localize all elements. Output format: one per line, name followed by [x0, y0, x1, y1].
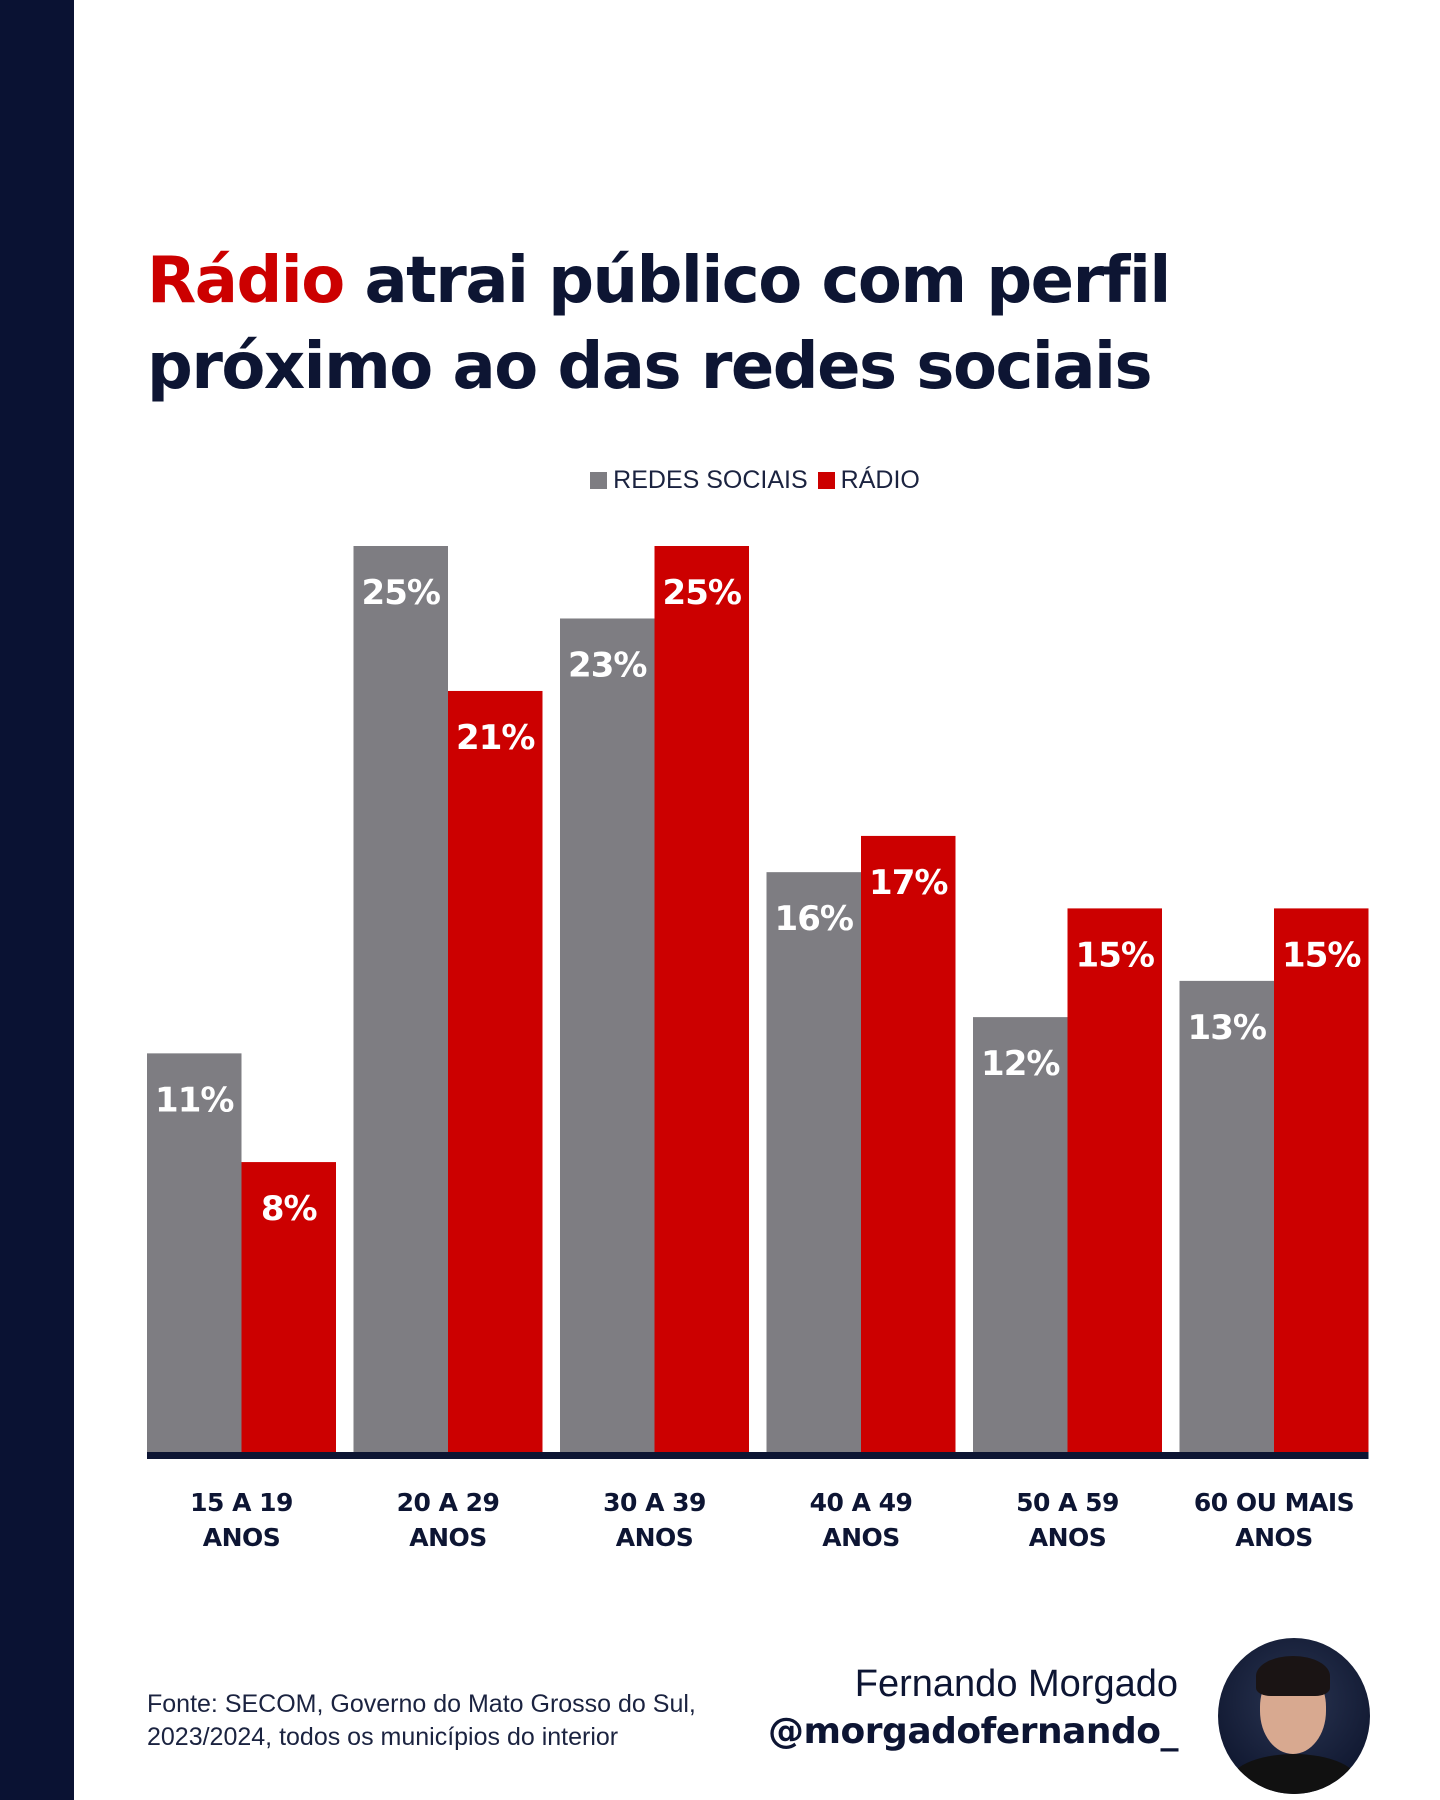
bar-chart: 11% 8% 15 A 19 ANOS 25% 21% 20 A 29 ANOS 23% 25% 3…: [147, 546, 1369, 1552]
title-line1: atrai público com perfil: [343, 244, 1171, 318]
category-label: ANOS: [822, 1523, 900, 1552]
chart-title: Rádio atrai público com perfil próximo a…: [147, 238, 1171, 410]
bar-radio: [654, 546, 749, 1452]
legend-swatch-red: [817, 472, 835, 489]
title-line2: próximo ao das redes sociais: [147, 330, 1153, 404]
bar-radio: [1274, 908, 1369, 1452]
x-axis-baseline: [147, 1452, 1369, 1459]
bar-radio: [1067, 908, 1162, 1452]
bar-radio: [448, 690, 543, 1452]
avatar-hair: [1256, 1656, 1330, 1696]
bar-value-label: 11%: [155, 1080, 233, 1120]
bar-value-label: 25%: [362, 573, 440, 613]
category-label: ANOS: [1235, 1523, 1313, 1552]
bar-value-label: 23%: [568, 645, 646, 685]
category-label: ANOS: [409, 1523, 487, 1552]
category-label: ANOS: [616, 1523, 694, 1552]
category-label: 20 A 29: [397, 1488, 500, 1517]
bar-value-label: 15%: [1076, 935, 1154, 975]
bar-value-label: 25%: [663, 573, 741, 613]
bar-radio: [241, 1162, 336, 1452]
author-handle: @morgadofernando_: [768, 1711, 1178, 1752]
category-label: 60 OU MAIS: [1194, 1488, 1354, 1517]
legend-label: REDES SOCIAIS: [613, 466, 808, 494]
category-label: 40 A 49: [810, 1488, 913, 1517]
category-label: ANOS: [203, 1523, 281, 1552]
legend: REDES SOCIAIS RÁDIO: [0, 466, 1440, 495]
bar-redes-sociais: [1179, 980, 1274, 1452]
source-line-2: 2023/2024, todos os municípios do interi…: [147, 1723, 619, 1751]
bar-redes-sociais: [973, 1017, 1068, 1452]
category-label: 30 A 39: [603, 1488, 706, 1517]
bar-value-label: 13%: [1188, 1008, 1266, 1048]
category-label: ANOS: [1029, 1523, 1107, 1552]
bar-radio: [861, 835, 956, 1452]
title-highlight: Rádio: [147, 244, 345, 318]
category-label: 15 A 19: [190, 1488, 293, 1517]
bar-value-label: 21%: [456, 718, 534, 758]
author-name: Fernando Morgado: [854, 1663, 1178, 1705]
bar-value-label: 15%: [1282, 935, 1360, 975]
bar-redes-sociais: [353, 546, 448, 1452]
legend-label: RÁDIO: [840, 466, 920, 494]
author-block: Fernando Morgado @morgadofernando_: [768, 1660, 1178, 1756]
legend-swatch-gray: [590, 472, 608, 489]
source-line-1: Fonte: SECOM, Governo do Mato Grosso do …: [147, 1690, 696, 1718]
bar-value-label: 8%: [261, 1189, 317, 1229]
bar-value-label: 12%: [981, 1044, 1059, 1084]
avatar-body: [1228, 1754, 1360, 1794]
bar-redes-sociais: [147, 1053, 242, 1452]
bar-redes-sociais: [766, 872, 861, 1452]
sidebar-stripe: [0, 0, 74, 1800]
legend-item-redes: REDES SOCIAIS: [590, 466, 808, 495]
category-label: 50 A 59: [1016, 1488, 1119, 1517]
bar-value-label: 17%: [869, 863, 947, 903]
bar-redes-sociais: [560, 618, 655, 1452]
bar-value-label: 16%: [775, 899, 853, 939]
legend-item-radio: RÁDIO: [817, 466, 920, 495]
author-avatar: [1218, 1638, 1370, 1794]
source-note: Fonte: SECOM, Governo do Mato Grosso do …: [147, 1688, 696, 1754]
